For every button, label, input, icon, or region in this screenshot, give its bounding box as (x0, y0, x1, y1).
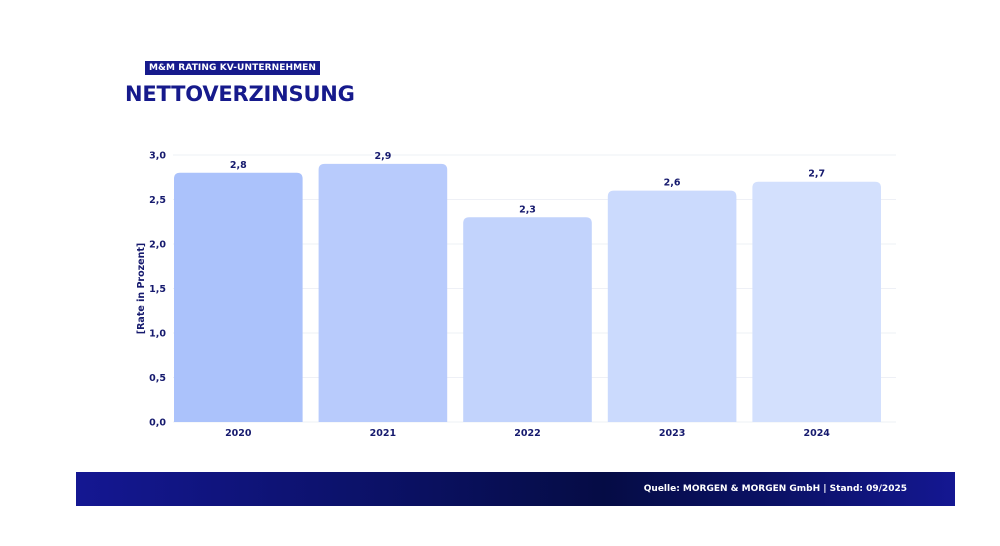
data-label-2020: 2,8 (230, 160, 247, 171)
bar-2020 (174, 172, 303, 422)
y-tick-label: 1,5 (149, 284, 166, 295)
bar-chart: 0,0 0,5 1,0 1,5 2,0 2,5 3,0 2,8 2,9 2,3 2,6 2,7 20… (136, 151, 896, 439)
y-tick-label: 2,0 (149, 240, 166, 251)
x-axis-ticks: 2020 2021 2022 2023 2024 (225, 428, 830, 439)
data-label-2021: 2,9 (374, 151, 391, 162)
x-tick-label: 2022 (514, 428, 540, 439)
rating-badge: M&M RATING KV-UNTERNEHMEN (145, 61, 321, 75)
bars: 2,8 2,9 2,3 2,6 2,7 (174, 151, 881, 422)
data-label-2023: 2,6 (664, 178, 681, 189)
y-tick-label: 2,5 (149, 195, 166, 206)
y-tick-label: 3,0 (149, 151, 166, 162)
data-label-2024: 2,7 (808, 169, 825, 180)
x-tick-label: 2023 (659, 428, 685, 439)
data-label-2022: 2,3 (519, 204, 536, 215)
chart-title: NETTOVERZINSUNG (125, 82, 355, 106)
bar-2021 (318, 163, 448, 422)
bar-2024 (752, 181, 881, 422)
bar-2022 (463, 217, 592, 422)
y-tick-label: 1,0 (149, 329, 166, 340)
bar-2023 (607, 190, 737, 422)
y-tick-label: 0,5 (149, 373, 166, 384)
y-axis-ticks: 0,0 0,5 1,0 1,5 2,0 2,5 3,0 (149, 151, 166, 429)
y-tick-label: 0,0 (149, 418, 166, 429)
x-tick-label: 2020 (225, 428, 252, 439)
source-note: Quelle: MORGEN & MORGEN GmbH | Stand: 09… (643, 484, 907, 494)
y-axis-label: [Rate in Prozent] (136, 243, 147, 334)
x-tick-label: 2024 (803, 428, 830, 439)
x-tick-label: 2021 (370, 428, 396, 439)
footer-bar: Quelle: MORGEN & MORGEN GmbH | Stand: 09… (76, 472, 955, 506)
